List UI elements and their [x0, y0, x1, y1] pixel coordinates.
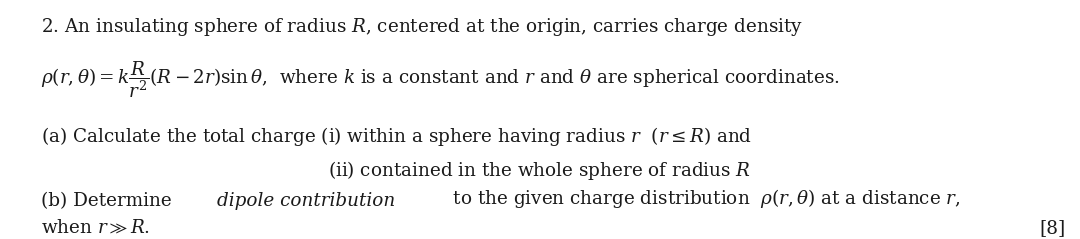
Text: $\rho(r,\theta) = k\dfrac{R}{r^2}(R - 2r)\sin\theta$,  where $k$ is a constant a: $\rho(r,\theta) = k\dfrac{R}{r^2}(R - 2r…: [41, 60, 840, 100]
Text: (b) Determine: (b) Determine: [41, 192, 178, 210]
Text: (a) Calculate the total charge (i) within a sphere having radius $r$  $(r \leq R: (a) Calculate the total charge (i) withi…: [41, 125, 752, 148]
Text: when $r \gg R$.: when $r \gg R$.: [41, 219, 150, 237]
Text: (ii) contained in the whole sphere of radius $R$: (ii) contained in the whole sphere of ra…: [328, 159, 752, 182]
Text: to the given charge distribution  $\rho(r,\theta)$ at a distance $r$,: to the given charge distribution $\rho(r…: [447, 187, 961, 210]
Text: 2. An insulating sphere of radius $R$, centered at the origin, carries charge de: 2. An insulating sphere of radius $R$, c…: [41, 16, 804, 38]
Text: [8]: [8]: [1039, 219, 1065, 237]
Text: dipole contribution: dipole contribution: [217, 192, 395, 210]
